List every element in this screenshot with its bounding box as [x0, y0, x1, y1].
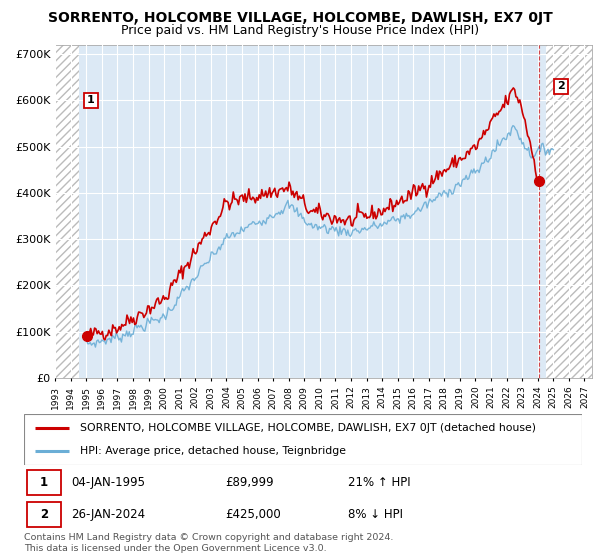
Text: 1: 1: [87, 95, 95, 105]
Text: 1: 1: [40, 476, 48, 489]
Text: SORRENTO, HOLCOMBE VILLAGE, HOLCOMBE, DAWLISH, EX7 0JT (detached house): SORRENTO, HOLCOMBE VILLAGE, HOLCOMBE, DA…: [80, 423, 536, 433]
Text: 2: 2: [40, 507, 48, 521]
Bar: [55, 45, 79, 378]
Text: 2: 2: [557, 81, 565, 91]
Text: 26-JAN-2024: 26-JAN-2024: [71, 507, 146, 521]
Bar: [79, 45, 545, 378]
Text: 04-JAN-1995: 04-JAN-1995: [71, 476, 145, 489]
Text: 21% ↑ HPI: 21% ↑ HPI: [347, 476, 410, 489]
Text: SORRENTO, HOLCOMBE VILLAGE, HOLCOMBE, DAWLISH, EX7 0JT: SORRENTO, HOLCOMBE VILLAGE, HOLCOMBE, DA…: [47, 11, 553, 25]
Text: Contains HM Land Registry data © Crown copyright and database right 2024.
This d: Contains HM Land Registry data © Crown c…: [24, 533, 394, 553]
Bar: [27, 470, 61, 495]
Text: £425,000: £425,000: [225, 507, 281, 521]
Text: Price paid vs. HM Land Registry's House Price Index (HPI): Price paid vs. HM Land Registry's House …: [121, 24, 479, 36]
Text: HPI: Average price, detached house, Teignbridge: HPI: Average price, detached house, Teig…: [80, 446, 346, 456]
Text: £89,999: £89,999: [225, 476, 274, 489]
Bar: [545, 45, 600, 378]
Bar: [27, 502, 61, 526]
Text: 8% ↓ HPI: 8% ↓ HPI: [347, 507, 403, 521]
